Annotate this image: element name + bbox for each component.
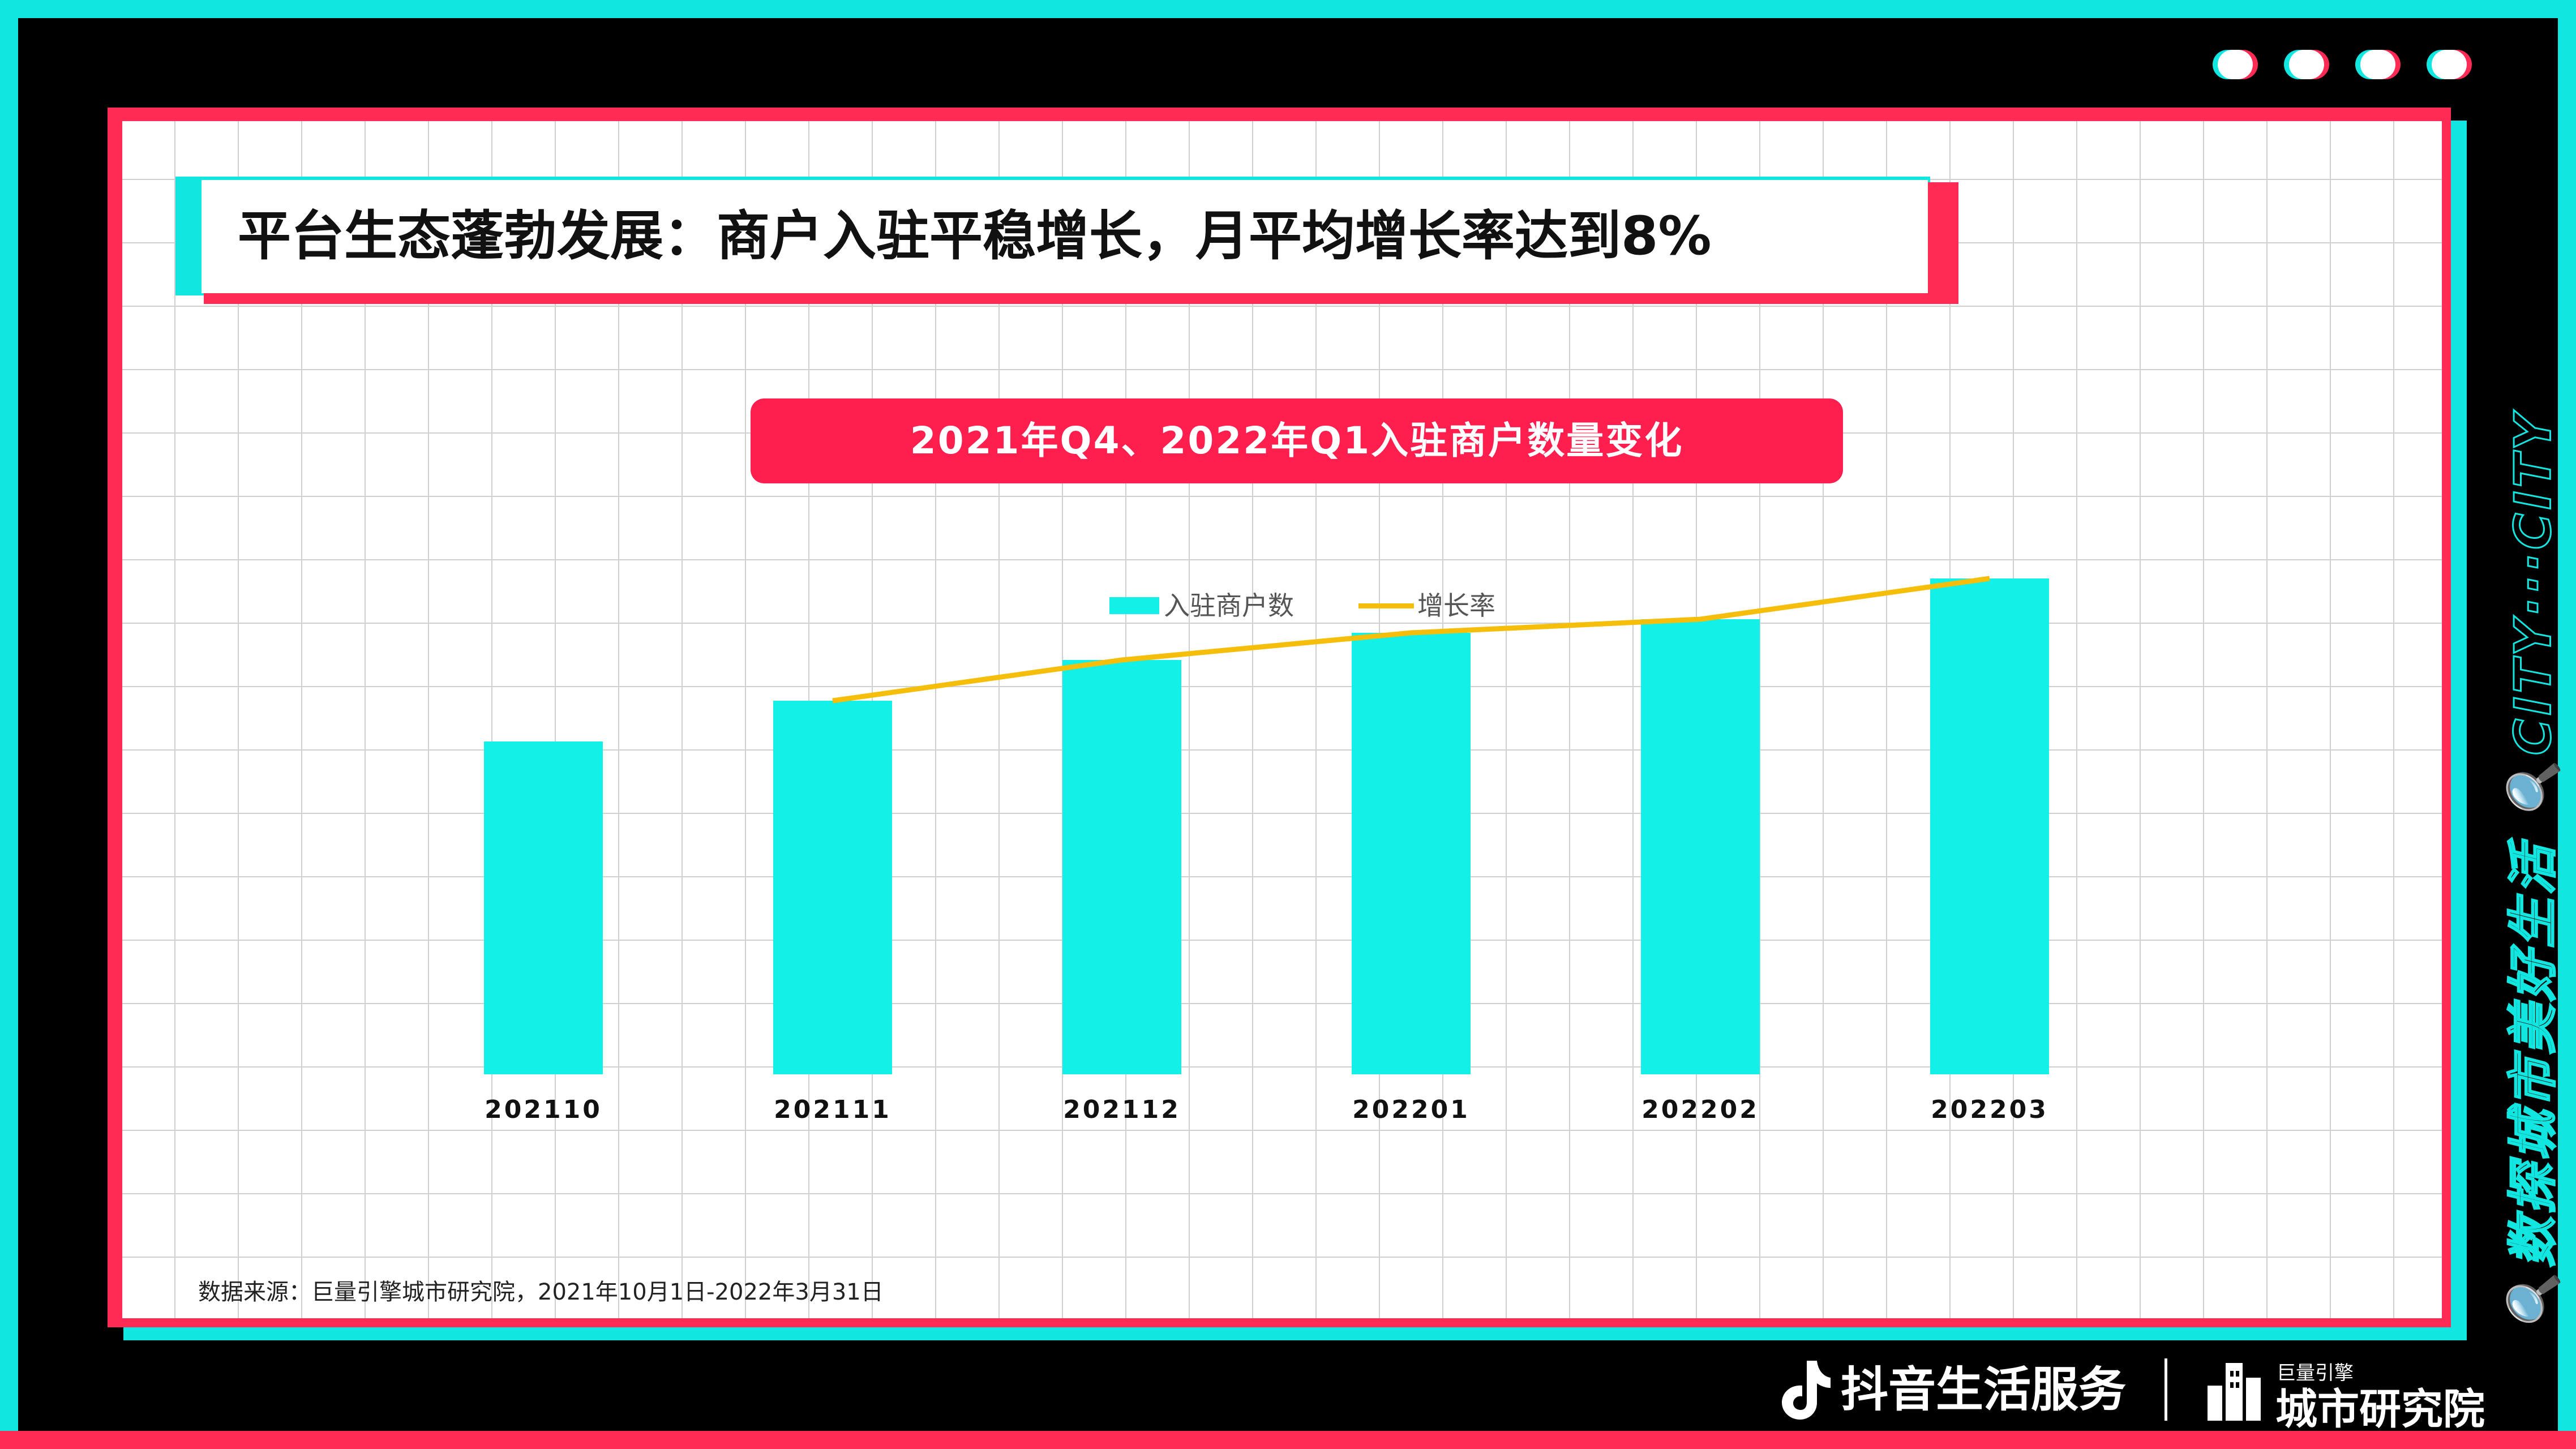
frame-right-strip xyxy=(2558,0,2576,1449)
x-tick-label: 202110 xyxy=(485,1095,602,1124)
bar-202201 xyxy=(1352,633,1471,1074)
legend-swatch-line xyxy=(1358,603,1414,608)
footer-institute: 城市研究院 xyxy=(2275,1385,2485,1434)
window-dot xyxy=(2432,50,2467,79)
bar-202111 xyxy=(773,701,892,1074)
chart-title: 2021年Q4、2022年Q1入驻商户数量变化 xyxy=(910,419,1684,462)
growth-rate-line xyxy=(832,576,1990,704)
window-dot xyxy=(2360,50,2395,79)
legend-label-line: 增长率 xyxy=(1417,590,1495,621)
window-dot xyxy=(2289,50,2324,79)
tiktok-note-icon xyxy=(1782,1361,1831,1420)
footer-divider xyxy=(2164,1358,2167,1421)
city-building-icon xyxy=(2208,1363,2261,1421)
bar-202202 xyxy=(1641,619,1760,1074)
frame-top-strip xyxy=(0,0,2576,18)
legend-label-bars: 入驻商户数 xyxy=(1164,590,1294,621)
window-dot xyxy=(2218,50,2253,79)
footer-engine-label: 巨量引擎 xyxy=(2277,1362,2354,1384)
side-vertical-text: 🔍数探城市美好生活 🔍CITY···CITY xyxy=(2503,410,2563,1333)
page-title: 平台生态蓬勃发展：商户入驻平稳增长，月平均增长率达到8% xyxy=(238,205,1712,267)
x-tick-label: 202201 xyxy=(1352,1095,1470,1124)
bar-202112 xyxy=(1062,660,1181,1074)
bar-202110 xyxy=(484,741,603,1074)
bar-202203 xyxy=(1930,578,2049,1074)
frame-left-strip xyxy=(0,0,18,1449)
x-tick-label: 202112 xyxy=(1063,1095,1181,1124)
chart-title-pill xyxy=(751,398,1843,483)
title-box xyxy=(202,180,1928,293)
x-tick-label: 202111 xyxy=(774,1095,891,1124)
source-note: 数据来源：巨量引擎城市研究院，2021年10月1日-2022年3月31日 xyxy=(198,1279,884,1305)
footer-brand: 抖音生活服务 xyxy=(1841,1362,2127,1417)
frame-bottom-strip xyxy=(0,1431,2576,1449)
legend-swatch-bars xyxy=(1109,597,1159,614)
grid-panel xyxy=(122,121,2442,1318)
x-tick-label: 202202 xyxy=(1641,1095,1759,1124)
x-tick-label: 202203 xyxy=(1931,1095,2048,1124)
